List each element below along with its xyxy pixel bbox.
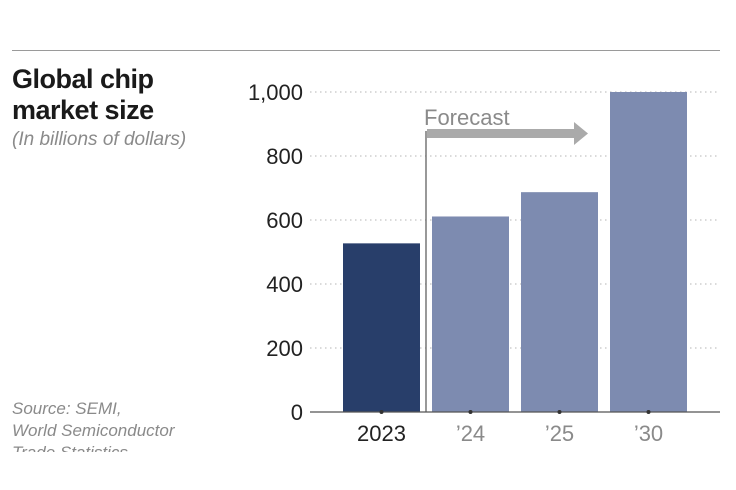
bar-2 xyxy=(432,216,509,412)
forecast-arrow-head xyxy=(574,122,588,145)
x-tick-label: ’30 xyxy=(634,421,663,446)
y-tick-label: 600 xyxy=(266,208,303,233)
y-tick-label: 1,000 xyxy=(248,80,303,105)
bottom-crop xyxy=(0,452,736,490)
y-tick-label: 800 xyxy=(266,144,303,169)
y-tick-label: 400 xyxy=(266,272,303,297)
x-tick-mark xyxy=(646,410,651,414)
chart-title-line-2: market size xyxy=(12,95,154,125)
forecast-label: Forecast xyxy=(424,105,510,130)
source-note: Source: SEMI, World Semiconductor Trade … xyxy=(12,398,252,454)
y-tick-label: 200 xyxy=(266,336,303,361)
source-line-3: Trade Statistics xyxy=(12,443,128,454)
chart-subtitle: (In billions of dollars) xyxy=(12,129,187,150)
x-tick-label: ’25 xyxy=(545,421,574,446)
chart-title: Global chip market size xyxy=(12,64,242,126)
bar-1 xyxy=(343,243,420,412)
x-tick-mark xyxy=(379,410,384,414)
source-line-1: Source: SEMI, xyxy=(12,399,122,418)
x-tick-label: ’24 xyxy=(456,421,485,446)
x-tick-mark xyxy=(557,410,562,414)
y-tick-label: 0 xyxy=(291,400,303,425)
bar-4 xyxy=(610,92,687,412)
x-tick-label: 2023 xyxy=(357,421,406,446)
bar-3 xyxy=(521,192,598,412)
chart-title-line-1: Global chip xyxy=(12,64,154,94)
forecast-arrow-shaft xyxy=(427,129,577,138)
x-tick-mark xyxy=(468,410,473,414)
source-line-2: World Semiconductor xyxy=(12,421,175,440)
top-divider xyxy=(12,50,720,51)
